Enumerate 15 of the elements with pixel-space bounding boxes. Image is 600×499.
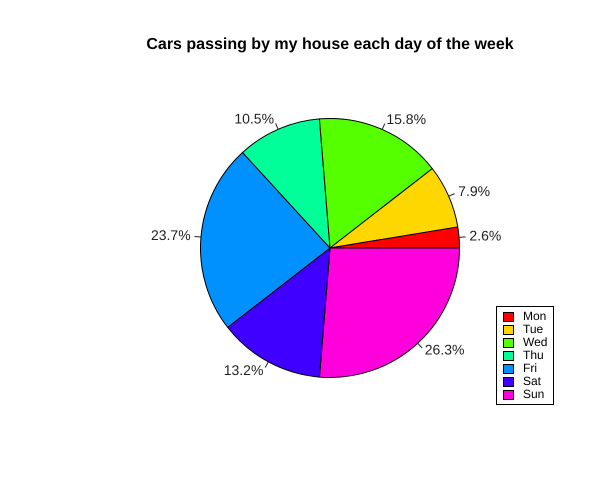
data-label: 2.6%	[469, 227, 502, 244]
legend-label: Wed	[523, 335, 548, 349]
legend-label: Fri	[523, 361, 537, 375]
legend-label: Tue	[523, 322, 544, 336]
chart-title: Cars passing by my house each day of the week	[145, 36, 515, 54]
legend-label: Mon	[523, 309, 546, 323]
legend-label: Sat	[523, 374, 542, 388]
data-label: 7.9%	[458, 182, 490, 199]
data-label: 10.5%	[234, 110, 274, 127]
data-label: 26.3%	[424, 342, 464, 358]
legend-label: Thu	[523, 348, 544, 362]
data-label: 15.8%	[386, 110, 426, 127]
data-label: 23.7%	[150, 227, 191, 244]
data-label: 13.2%	[224, 362, 264, 378]
legend-label: Sun	[523, 387, 544, 401]
